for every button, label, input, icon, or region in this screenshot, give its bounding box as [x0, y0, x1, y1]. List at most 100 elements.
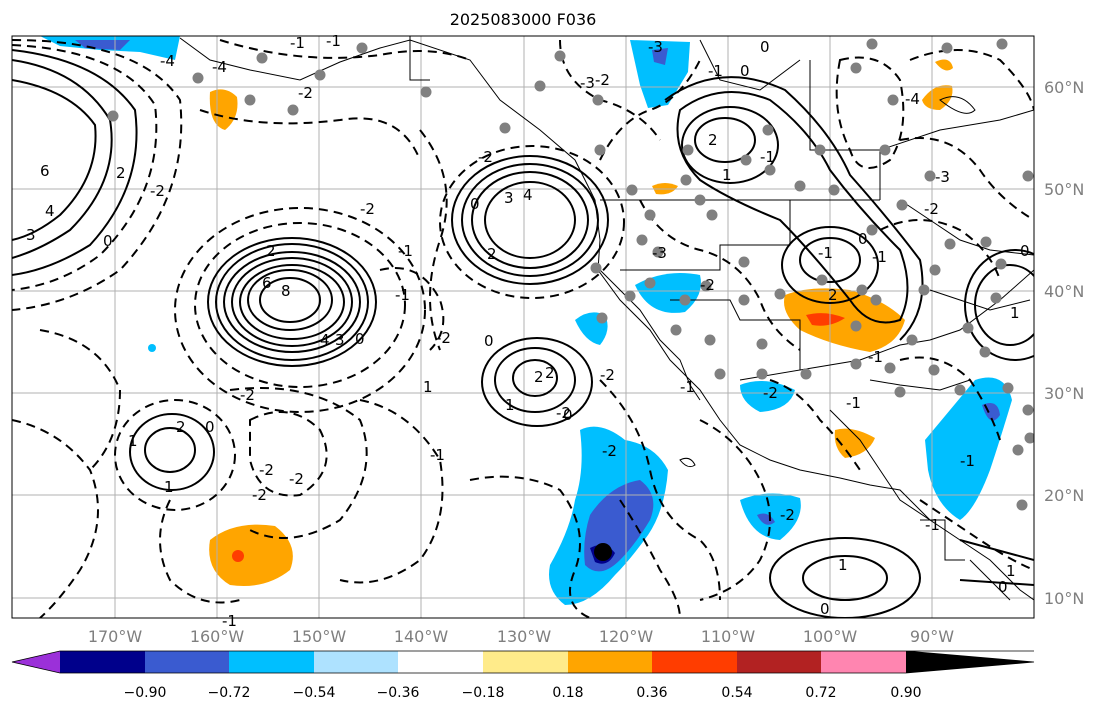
contour-label: 1	[505, 396, 515, 414]
contour-label: 4	[45, 202, 55, 220]
contour-label: 0	[740, 62, 750, 80]
contour-cp-1	[144, 427, 196, 473]
contour-label: -1	[925, 516, 940, 534]
colorbar-tick-label: 0.36	[636, 685, 667, 701]
contour-can-2	[681, 106, 779, 184]
contour-misc-4	[379, 267, 445, 351]
contour-goa-2	[471, 171, 589, 269]
contour-label: 0	[858, 230, 868, 248]
contour-label: -1	[708, 62, 723, 80]
contour-epac-2	[494, 347, 576, 413]
contour-cp-3	[114, 399, 236, 511]
colorbar-segment	[398, 651, 483, 673]
shade-blue-bc	[630, 40, 690, 108]
contour-misc-15	[835, 56, 905, 169]
contour-label: 6	[262, 274, 272, 292]
contour-label: -2	[600, 366, 615, 384]
contour-label: -1	[872, 248, 887, 266]
contour-label: -2	[289, 470, 304, 488]
station-dots	[107, 38, 1034, 511]
colorbar-extend-high	[906, 651, 1034, 673]
shade-blue-dot	[148, 344, 156, 352]
contour-label: -1	[398, 242, 413, 260]
contour-label: -3	[652, 244, 667, 262]
contour-misc-7	[339, 399, 444, 584]
map-frame	[11, 35, 1035, 619]
contour-label: 2	[545, 364, 555, 382]
contour-label: 1	[164, 478, 174, 496]
contour-label: 2	[487, 245, 497, 263]
contour-label: 3	[26, 226, 36, 244]
contour-misc-20	[769, 379, 861, 471]
lat-label: 50°N	[1044, 180, 1084, 199]
colorbar-segment	[568, 651, 652, 673]
lon-label: 110°W	[701, 627, 756, 646]
contour-label: 3	[335, 331, 345, 349]
shade-darkblue-bc	[652, 48, 668, 65]
contour-misc-25	[959, 539, 1034, 586]
contour-label: -3	[648, 38, 663, 56]
contours	[12, 39, 1034, 618]
contour-label: 4	[523, 186, 533, 204]
contour-misc-19	[899, 356, 1001, 441]
contour-goa-dash	[439, 145, 625, 299]
contour-label: 0	[470, 195, 480, 213]
contour-ring-6	[215, 243, 369, 361]
contour-label: 1	[1010, 304, 1020, 322]
contour-label: 0	[1020, 242, 1030, 260]
shade-orange-hawaii	[209, 524, 293, 586]
lat-label: 10°N	[1044, 589, 1084, 608]
contour-label: 2	[828, 286, 838, 304]
contour-label: -1	[960, 452, 975, 470]
contour-dash-1	[194, 222, 406, 388]
contour-label: -1	[326, 32, 341, 50]
contour-labels: 8 6 2 4 3 0 -2 1 -1 2 -2 0 4 3 0 -2 2 0 …	[26, 32, 1030, 630]
contour-ring-4	[231, 257, 353, 347]
colorbar-tick-label: −0.36	[377, 685, 420, 701]
contour-label: -1	[818, 244, 833, 262]
contour-misc-11	[699, 419, 771, 601]
contour-label: -4	[905, 90, 920, 108]
contour-plains-1	[799, 237, 861, 283]
contour-label: -2	[924, 200, 939, 218]
shade-blue-mex	[740, 381, 795, 412]
contour-misc-8	[159, 499, 241, 604]
contour-label: 0	[355, 330, 365, 348]
contour-label: -2	[150, 182, 165, 200]
contour-label: 0	[205, 418, 215, 436]
lon-label: 160°W	[190, 627, 245, 646]
contour-label: -2	[595, 71, 610, 89]
latitude-labels: 60°N 50°N 40°N 30°N 20°N 10°N	[1044, 78, 1084, 608]
contour-goa-3	[461, 163, 599, 277]
colorbar-tick-label: −0.90	[124, 685, 167, 701]
colorbar-tick-label: −0.72	[208, 685, 251, 701]
contour-goa-1	[484, 181, 576, 259]
shade-black-core	[594, 543, 612, 561]
contour-label: -2	[360, 200, 375, 218]
shade-orange-gulf	[834, 428, 875, 458]
contour-label: -1	[290, 34, 305, 52]
contour-label: -2	[240, 386, 255, 404]
contour-goa-4	[451, 155, 609, 285]
contour-label: -1	[222, 612, 237, 630]
contour-epac-1	[512, 359, 558, 397]
contour-label: 3	[504, 189, 514, 207]
colorbar-tick-label: −0.54	[293, 685, 336, 701]
contour-label: -3	[580, 74, 595, 92]
contour-misc-17	[899, 137, 1034, 221]
contour-label: 0	[103, 232, 113, 250]
contour-misc-16	[909, 49, 1034, 111]
contour-label: -2	[252, 486, 267, 504]
contour-gl-1	[974, 264, 1034, 346]
contour-label: 0	[998, 578, 1008, 596]
contour-misc-2	[199, 109, 421, 161]
contour-label: -4	[212, 58, 227, 76]
colorbar-segment	[652, 651, 737, 673]
contour-label: -3	[935, 168, 950, 186]
map-title: 2025083000 F036	[449, 10, 597, 29]
shade-red-plains	[806, 313, 845, 326]
contour-ring-3	[239, 264, 345, 340]
lat-label: 60°N	[1044, 78, 1084, 97]
lon-label: 90°W	[910, 627, 954, 646]
